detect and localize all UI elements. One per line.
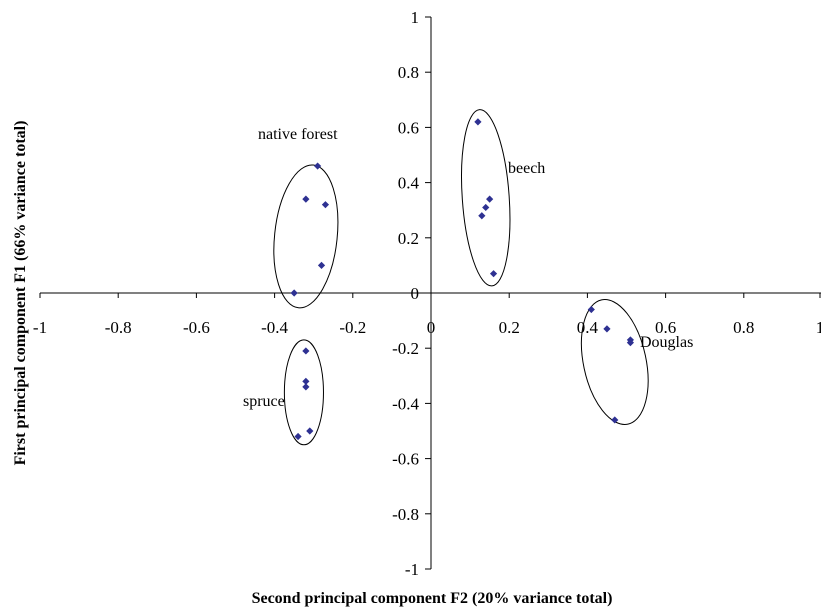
y-tick-label: 0.4 — [398, 174, 420, 193]
x-tick-label: -0.8 — [105, 318, 132, 337]
data-point — [489, 270, 498, 278]
x-tick-label: 0.2 — [499, 318, 520, 337]
y-tick-label: 0 — [411, 284, 420, 303]
group-ellipse — [273, 164, 339, 309]
data-points — [290, 118, 635, 441]
data-point — [321, 201, 330, 209]
y-tick-label: -0.8 — [392, 505, 419, 524]
data-point — [302, 347, 310, 355]
x-tick-label: -0.4 — [261, 318, 288, 337]
x-tick-label: -0.2 — [339, 318, 366, 337]
y-tick-label: -0.2 — [392, 339, 419, 358]
group-labels: native forest beech spruce Douglas — [243, 126, 693, 410]
data-point — [474, 118, 482, 126]
group-ellipse — [283, 339, 324, 446]
group-ellipses — [273, 109, 649, 446]
y-tick-label: 0.8 — [398, 63, 419, 82]
y-tick-label: 0.2 — [398, 229, 419, 248]
x-tick-label: 0 — [427, 318, 436, 337]
group-label: native forest — [258, 126, 338, 143]
group-label: Douglas — [640, 334, 693, 351]
data-point — [486, 195, 494, 203]
y-tick-label: -1 — [405, 560, 419, 579]
x-tick-label: 0.6 — [655, 318, 676, 337]
x-tick-label: 1 — [816, 318, 821, 337]
y-tick-label: -0.6 — [392, 450, 419, 469]
data-point — [302, 377, 310, 385]
group-label: beech — [508, 160, 545, 177]
data-point — [314, 162, 322, 170]
y-tick-label: 1 — [411, 8, 420, 27]
data-point — [626, 339, 635, 347]
y-tick-label: -0.4 — [392, 394, 419, 413]
data-point — [478, 212, 486, 220]
data-point — [290, 289, 298, 297]
x-tick-label: -0.6 — [183, 318, 210, 337]
x-tick-label: 0.8 — [733, 318, 754, 337]
data-point — [302, 383, 310, 391]
group-ellipse — [580, 299, 649, 425]
data-point — [294, 432, 302, 441]
group-label: spruce — [243, 393, 285, 410]
data-point — [603, 325, 611, 333]
data-point — [317, 261, 326, 269]
x-axis-title: Second principal component F2 (20% varia… — [252, 590, 613, 607]
x-tick-label: 0.4 — [577, 318, 599, 337]
data-point — [302, 195, 310, 203]
data-point — [611, 416, 619, 424]
group-ellipse — [461, 109, 511, 287]
data-point — [587, 305, 595, 314]
axes: -1 -0.8 -0.6 -0.4 -0.2 0 0.2 0.4 0.6 0.8 1 1 0.8 0.6 0… — [33, 8, 821, 579]
data-point — [482, 203, 490, 212]
y-tick-label: 0.6 — [398, 118, 419, 137]
data-point — [306, 427, 314, 435]
y-axis-title: First principal component F1 (66% varian… — [12, 121, 29, 466]
x-tick-label: -1 — [33, 318, 47, 337]
